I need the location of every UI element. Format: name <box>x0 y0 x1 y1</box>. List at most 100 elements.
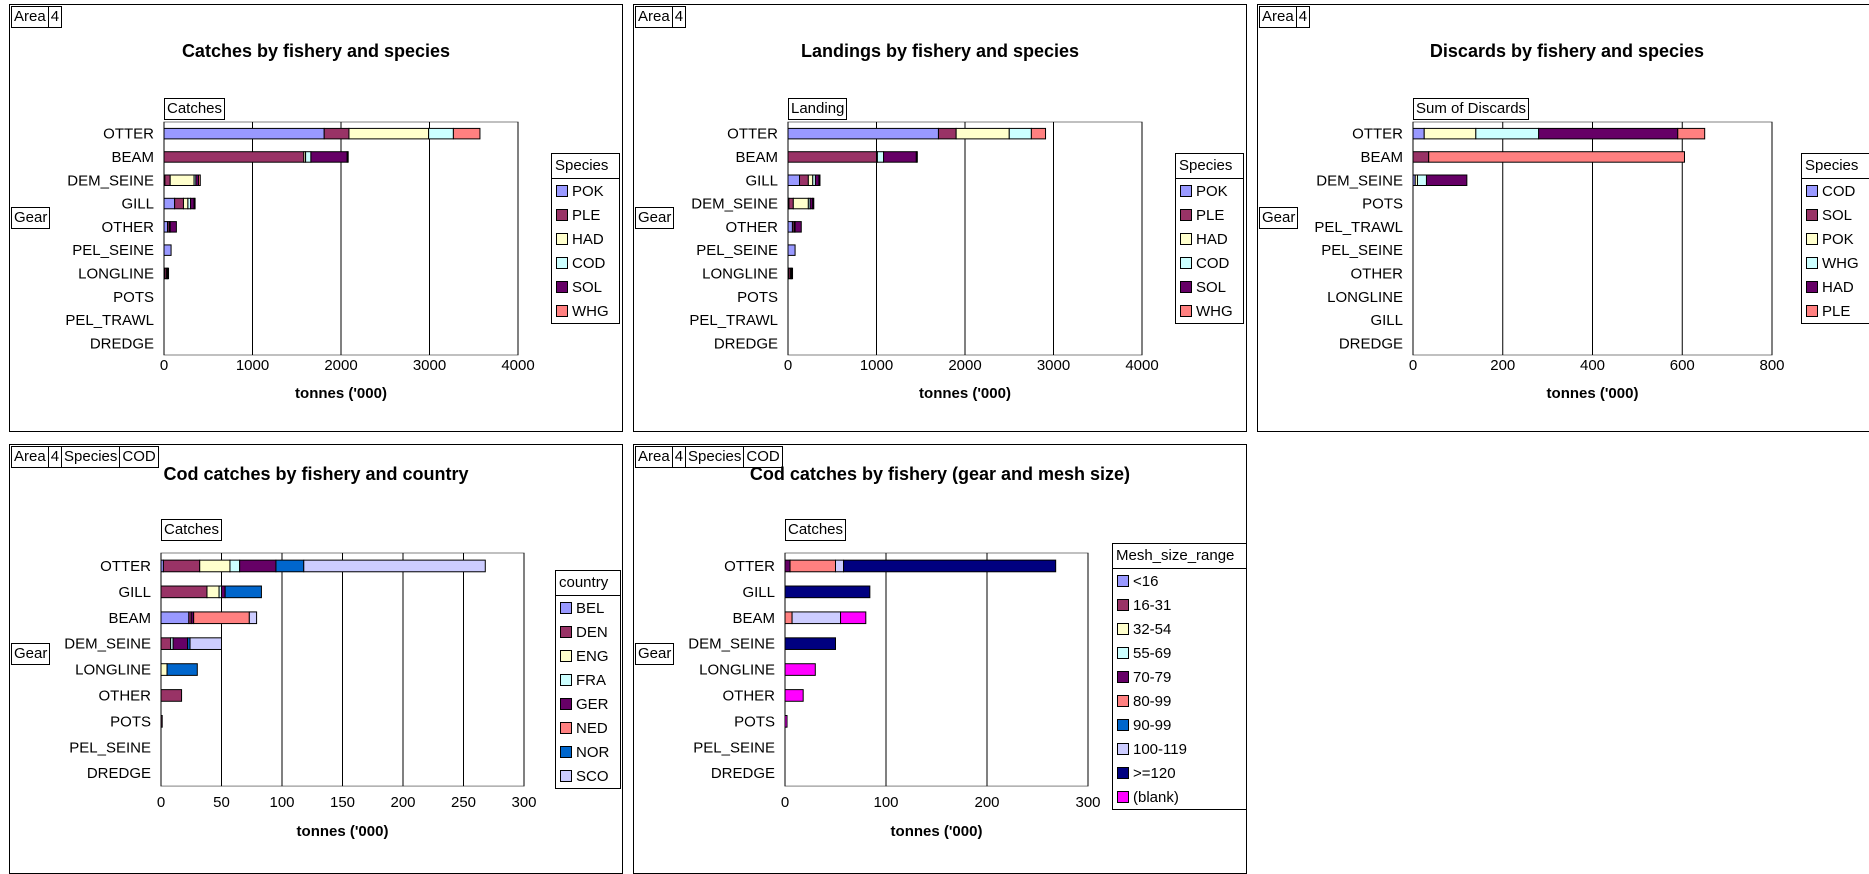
bar-segment-gill-den[interactable] <box>160 585 208 599</box>
legend-item-sol[interactable]: SOL <box>1802 203 1869 227</box>
bar-segment-gill-sol[interactable] <box>190 197 195 210</box>
legend-item-pok[interactable]: POK <box>1802 227 1869 251</box>
bar-segment-beam-blank[interactable] <box>840 611 867 625</box>
legend-item-sol[interactable]: SOL <box>552 275 619 299</box>
bar-segment-otter-pok[interactable] <box>1423 127 1477 140</box>
page-filter-species[interactable]: Species <box>61 446 121 468</box>
legend-item-80-99[interactable]: 80-99 <box>1113 689 1246 713</box>
bar-segment-other-pok[interactable] <box>787 221 793 233</box>
bar-segment-otter-had[interactable] <box>955 127 1010 140</box>
bar-segment-otter-100-119[interactable] <box>835 559 845 573</box>
legend-item-pok[interactable]: POK <box>552 179 619 203</box>
bar-segment-otter-sco[interactable] <box>303 559 486 573</box>
data-field-button[interactable]: Catches <box>161 519 223 541</box>
bar-segment-beam-whg[interactable] <box>915 151 918 163</box>
legend-item-ple[interactable]: PLE <box>1802 299 1869 323</box>
bar-segment-gill-ple[interactable] <box>799 174 809 186</box>
bar-segment-otter-had[interactable] <box>1538 127 1679 140</box>
legend-item-had[interactable]: HAD <box>1802 275 1869 299</box>
bar-segment-pots-blank[interactable] <box>784 715 788 728</box>
page-filter-4[interactable]: 4 <box>47 6 63 28</box>
legend-title-button[interactable]: Species <box>1802 154 1869 179</box>
bar-segment-dem-seine-whg[interactable] <box>198 174 201 186</box>
bar-segment-dem-seine-ple[interactable] <box>164 174 171 186</box>
bar-segment-beam-sol[interactable] <box>1412 151 1430 163</box>
bar-segment-otter-whg[interactable] <box>1475 127 1540 140</box>
bar-segment-otter-120[interactable] <box>843 559 1057 573</box>
bar-segment-other-blank[interactable] <box>784 689 804 702</box>
legend-title-button[interactable]: Species <box>1176 154 1243 179</box>
bar-segment-longline-nor[interactable] <box>166 663 198 676</box>
page-filter-species[interactable]: Species <box>685 446 745 468</box>
data-field-button[interactable]: Catches <box>785 519 847 541</box>
bar-segment-otter-ple[interactable] <box>323 127 350 140</box>
bar-segment-otter-cod[interactable] <box>428 127 454 140</box>
bar-segment-otter-had[interactable] <box>348 127 430 140</box>
bar-segment-gill-120[interactable] <box>784 585 871 599</box>
bar-segment-otter-nor[interactable] <box>275 559 305 573</box>
legend-item-55-69[interactable]: 55-69 <box>1113 641 1246 665</box>
bar-segment-dem-seine-sco[interactable] <box>189 637 222 650</box>
bar-segment-otter-80-99[interactable] <box>789 559 837 573</box>
legend-title-button[interactable]: country <box>556 571 620 596</box>
bar-segment-beam-sco[interactable] <box>248 611 258 625</box>
bar-segment-beam-sol[interactable] <box>883 151 917 163</box>
bar-segment-longline-sol[interactable] <box>791 267 794 280</box>
bar-segment-gill-had[interactable] <box>807 174 814 186</box>
bar-segment-beam-cod[interactable] <box>876 151 885 163</box>
bar-segment-beam-bel[interactable] <box>160 611 190 625</box>
bar-segment-otter-den[interactable] <box>162 559 201 573</box>
legend-item-ned[interactable]: NED <box>556 716 620 740</box>
bar-segment-dem-seine-had[interactable] <box>169 174 195 186</box>
bar-segment-dem-seine-ger[interactable] <box>172 637 189 650</box>
data-field-button[interactable]: Sum of Discards <box>1413 98 1530 120</box>
bar-segment-otter-pok[interactable] <box>787 127 939 140</box>
legend-item-32-54[interactable]: 32-54 <box>1113 617 1246 641</box>
legend-title-button[interactable]: Mesh_size_range <box>1113 544 1246 569</box>
page-filter-cod[interactable]: COD <box>119 446 159 468</box>
legend-item-sol[interactable]: SOL <box>1176 275 1243 299</box>
legend-item-90-99[interactable]: 90-99 <box>1113 713 1246 737</box>
bar-segment-gill-pok[interactable] <box>787 174 801 186</box>
legend-item-whg[interactable]: WHG <box>552 299 619 323</box>
legend-item-ple[interactable]: PLE <box>1176 203 1243 227</box>
bar-segment-beam-ple[interactable] <box>787 151 877 163</box>
bar-segment-otter-ger[interactable] <box>239 559 277 573</box>
bar-segment-other-den[interactable] <box>160 689 183 702</box>
bar-segment-dem-seine-den[interactable] <box>160 637 172 650</box>
bar-segment-beam-ple[interactable] <box>1428 151 1685 163</box>
legend-item-16-31[interactable]: 16-31 <box>1113 593 1246 617</box>
bar-segment-other-sol[interactable] <box>794 221 802 233</box>
bar-segment-pots-den[interactable] <box>160 715 163 728</box>
bar-segment-pel-seine-pok[interactable] <box>787 244 796 256</box>
legend-item-den[interactable]: DEN <box>556 620 620 644</box>
bar-segment-beam-whg[interactable] <box>346 151 349 163</box>
legend-item-cod[interactable]: COD <box>552 251 619 275</box>
bar-segment-dem-seine-ple[interactable] <box>788 197 794 210</box>
bar-segment-beam-100-119[interactable] <box>791 611 842 625</box>
legend-item-120[interactable]: >=120 <box>1113 761 1246 785</box>
page-filter-4[interactable]: 4 <box>671 6 687 28</box>
legend-item-had[interactable]: HAD <box>1176 227 1243 251</box>
legend-item-100-119[interactable]: 100-119 <box>1113 737 1246 761</box>
bar-segment-dem-seine-whg[interactable] <box>812 197 815 210</box>
bar-segment-other-sol[interactable] <box>169 221 177 233</box>
legend-item-cod[interactable]: COD <box>1802 179 1869 203</box>
legend-item-whg[interactable]: WHG <box>1802 251 1869 275</box>
legend-item-ger[interactable]: GER <box>556 692 620 716</box>
bar-segment-otter-cod[interactable] <box>1412 127 1425 140</box>
page-filter-area[interactable]: Area <box>1259 6 1297 28</box>
bar-segment-gill-whg[interactable] <box>818 174 821 186</box>
legend-item-fra[interactable]: FRA <box>556 668 620 692</box>
bar-segment-dem-seine-had[interactable] <box>792 197 809 210</box>
bar-segment-otter-ple[interactable] <box>937 127 957 140</box>
legend-item-whg[interactable]: WHG <box>1176 299 1243 323</box>
bar-segment-other-pok[interactable] <box>163 221 169 233</box>
data-field-button[interactable]: Catches <box>164 98 226 120</box>
bar-segment-otter-eng[interactable] <box>199 559 231 573</box>
legend-item-bel[interactable]: BEL <box>556 596 620 620</box>
row-field-button[interactable]: Gear <box>635 207 675 229</box>
bar-segment-dem-seine-120[interactable] <box>784 637 836 650</box>
bar-segment-otter-fra[interactable] <box>229 559 241 573</box>
bar-segment-gill-eng[interactable] <box>206 585 220 599</box>
